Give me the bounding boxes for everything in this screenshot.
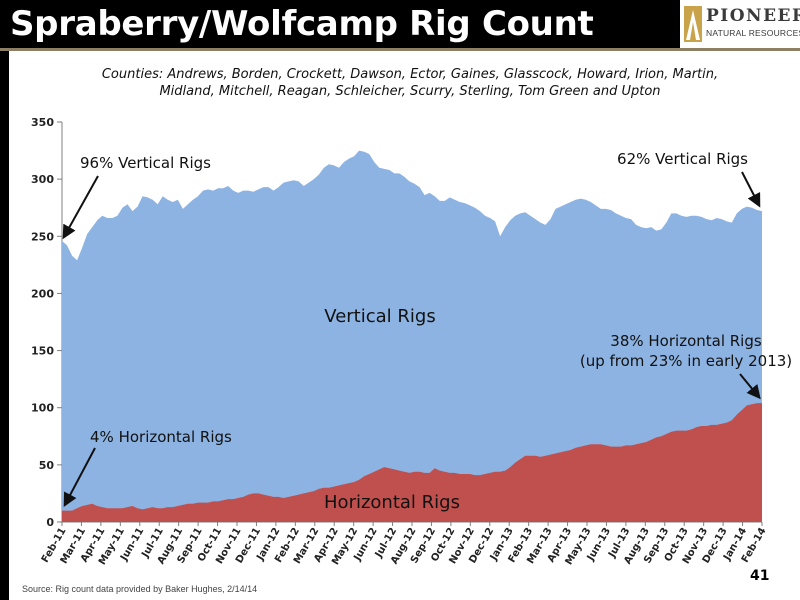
annotation-62-vertical: 62% Vertical Rigs	[617, 150, 748, 168]
logo-mark-icon	[684, 6, 702, 42]
x-axis-ticks: Feb-11Mar-11Apr-11May-11Jun-11Jul-11Aug-…	[40, 522, 769, 567]
annotation-up-from-23: (up from 23% in early 2013)	[580, 352, 792, 370]
annotation-4-horizontal: 4% Horizontal Rigs	[90, 428, 232, 446]
y-tick-label: 100	[31, 402, 54, 415]
source-note: Source: Rig count data provided by Baker…	[22, 584, 258, 594]
y-tick-label: 50	[39, 459, 55, 472]
y-tick-label: 200	[31, 287, 54, 300]
annotation-96-vertical: 96% Vertical Rigs	[80, 154, 211, 172]
chart-annotations: 96% Vertical Rigs 4% Horizontal Rigs 62% V…	[62, 150, 792, 513]
series-area-vertical	[62, 150, 762, 522]
annotation-arrow-4-horizontal	[63, 447, 96, 508]
chart-areas	[62, 150, 762, 522]
annotation-arrow-96-vertical	[62, 175, 99, 240]
horizontal-rigs-area-label: Horizontal Rigs	[324, 492, 460, 513]
vertical-rigs-area-label: Vertical Rigs	[324, 306, 435, 327]
title-bar: Spraberry/Wolfcamp Rig Count	[0, 0, 680, 48]
y-axis-ticks: 0 50 100 150 200 250 300 350	[31, 116, 62, 529]
series-area-horizontal	[62, 403, 762, 522]
left-accent-bar	[0, 51, 9, 600]
annotation-arrow-62-vertical	[741, 171, 761, 208]
y-tick-label: 350	[31, 116, 54, 129]
y-tick-label: 250	[31, 230, 54, 243]
annotation-arrow-38-horizontal	[739, 373, 761, 400]
company-logo: PIONEER NATURAL RESOURCES	[684, 6, 800, 44]
annotation-38-horizontal: 38% Horizontal Rigs	[610, 332, 762, 350]
y-tick-label: 0	[46, 516, 54, 529]
page-title: Spraberry/Wolfcamp Rig Count	[10, 4, 594, 44]
page-number: 41	[750, 568, 770, 584]
title-rule	[0, 48, 800, 51]
logo-name: PIONEER	[706, 6, 800, 26]
y-tick-label: 300	[31, 173, 54, 186]
subtitle-line-1: Counties: Andrews, Borden, Crockett, Daw…	[101, 67, 719, 82]
y-tick-label: 150	[31, 345, 54, 358]
counties-subtitle: Counties: Andrews, Borden, Crockett, Daw…	[60, 66, 760, 100]
subtitle-line-2: Midland, Mitchell, Reagan, Schleicher, S…	[159, 84, 661, 99]
logo-subtitle: NATURAL RESOURCES	[706, 28, 800, 38]
